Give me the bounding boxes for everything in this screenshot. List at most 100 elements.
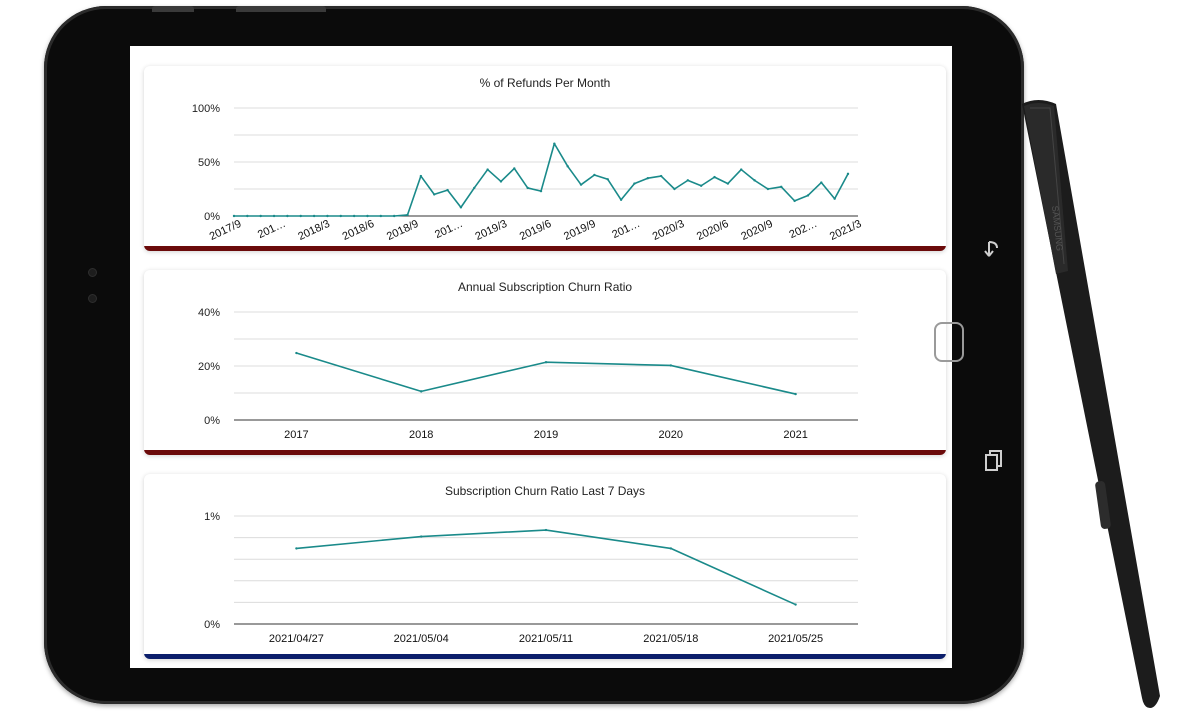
home-button[interactable]	[934, 322, 964, 362]
tablet-frame: % of Refunds Per Month 0% 50% 100% 2017/9 201…	[44, 6, 1024, 704]
y-tick-label: 20%	[198, 361, 220, 373]
data-point	[499, 180, 503, 183]
weekly-churn-chart: Subscription Churn Ratio Last 7 Days 0% 1%…	[204, 484, 858, 645]
data-point	[459, 206, 463, 209]
weekly-card-accent-bar	[144, 654, 946, 659]
x-tick-label: 2019/9	[562, 218, 598, 243]
data-point	[544, 528, 548, 532]
data-point	[646, 177, 649, 180]
screen: % of Refunds Per Month 0% 50% 100% 2017/9 201…	[130, 46, 952, 668]
x-tick-label: 2020/3	[651, 218, 687, 243]
chart-title: Annual Subscription Churn Ratio	[458, 280, 632, 294]
data-point	[544, 361, 548, 364]
sensor-icon	[88, 294, 97, 303]
data-point	[553, 142, 556, 145]
y-tick-label: 50%	[198, 157, 220, 169]
data-point	[686, 179, 690, 182]
data-point	[593, 173, 596, 177]
data-point	[713, 175, 716, 179]
x-tick-label: 2021/3	[828, 218, 864, 243]
pen-brand-text: SAMSUNG	[1050, 205, 1065, 251]
recents-icon[interactable]	[984, 449, 1004, 471]
y-tick-label: 100%	[192, 103, 220, 115]
data-point	[794, 392, 797, 396]
x-tick-label: 2018/9	[385, 218, 421, 243]
x-tick-label: 2019	[534, 429, 558, 441]
series-line	[296, 529, 796, 606]
data-point	[820, 181, 823, 184]
data-point	[420, 390, 423, 393]
back-arrow-icon[interactable]	[983, 238, 1005, 262]
x-tick-label: 2018/6	[341, 218, 377, 243]
data-point	[780, 185, 783, 189]
y-tick-label: 0%	[204, 415, 220, 427]
x-tick-label: 2021/05/25	[768, 633, 823, 645]
data-point	[246, 214, 249, 218]
stylus-pen: SAMSUNG	[1022, 100, 1160, 708]
x-tick-label: 2019/3	[473, 218, 509, 243]
data-point	[606, 178, 609, 181]
x-tick-label: 2017	[284, 429, 308, 441]
data-point	[392, 214, 396, 218]
refunds-card-accent-bar	[144, 246, 946, 251]
data-point	[766, 187, 770, 191]
data-point	[673, 187, 676, 191]
data-point	[526, 186, 529, 190]
y-tick-label: 0%	[204, 619, 220, 631]
data-point	[272, 214, 276, 218]
annual-card-accent-bar	[144, 450, 946, 455]
power-button	[236, 6, 326, 12]
data-point	[669, 364, 672, 367]
x-tick-label: 202…	[787, 218, 819, 241]
annual-churn-chart-card: Annual Subscription Churn Ratio 0% 20% 40% 2…	[144, 270, 946, 455]
data-point	[793, 199, 796, 203]
x-tick-label: 201…	[256, 218, 288, 241]
data-point	[352, 214, 356, 218]
data-point	[420, 535, 423, 538]
data-point	[326, 214, 329, 218]
data-point	[726, 182, 730, 185]
series-line	[234, 142, 849, 217]
data-point	[446, 188, 449, 192]
x-tick-label: 2021	[783, 429, 807, 441]
x-tick-label: 2018/3	[296, 218, 332, 243]
weekly-churn-chart-card: Subscription Churn Ratio Last 7 Days 0% 1%…	[144, 474, 946, 659]
x-tick-label: 2021/05/04	[394, 633, 449, 645]
data-point	[794, 603, 797, 606]
annual-churn-chart: Annual Subscription Churn Ratio 0% 20% 40% 2…	[198, 280, 858, 441]
data-point	[513, 167, 516, 170]
chart-title: % of Refunds Per Month	[480, 76, 611, 90]
y-tick-label: 40%	[198, 307, 220, 319]
data-point	[366, 214, 369, 218]
data-point	[295, 547, 298, 550]
data-point	[740, 168, 743, 171]
chart-title: Subscription Churn Ratio Last 7 Days	[445, 484, 645, 498]
x-tick-label: 2018	[409, 429, 433, 441]
x-tick-label: 2021/04/27	[269, 633, 324, 645]
x-tick-label: 201…	[610, 218, 642, 241]
x-tick-label: 2019/6	[518, 218, 554, 243]
volume-button	[152, 6, 194, 12]
data-point	[833, 197, 836, 200]
x-tick-label: 201…	[433, 218, 465, 241]
x-tick-label: 2020/9	[739, 218, 775, 243]
data-point	[486, 168, 489, 171]
data-point	[259, 214, 262, 218]
data-point	[633, 182, 636, 185]
data-point	[659, 174, 663, 178]
data-point	[232, 214, 236, 218]
data-point	[619, 198, 623, 201]
data-point	[406, 213, 409, 217]
camera-icon	[88, 268, 97, 277]
y-tick-label: 0%	[204, 211, 220, 223]
data-point	[379, 214, 383, 218]
data-point	[433, 193, 436, 196]
data-point	[312, 214, 316, 218]
x-tick-label: 2020	[659, 429, 683, 441]
data-point	[539, 189, 543, 193]
data-point	[473, 186, 476, 190]
data-point	[339, 214, 342, 218]
data-point	[286, 214, 289, 218]
data-point	[419, 174, 423, 178]
